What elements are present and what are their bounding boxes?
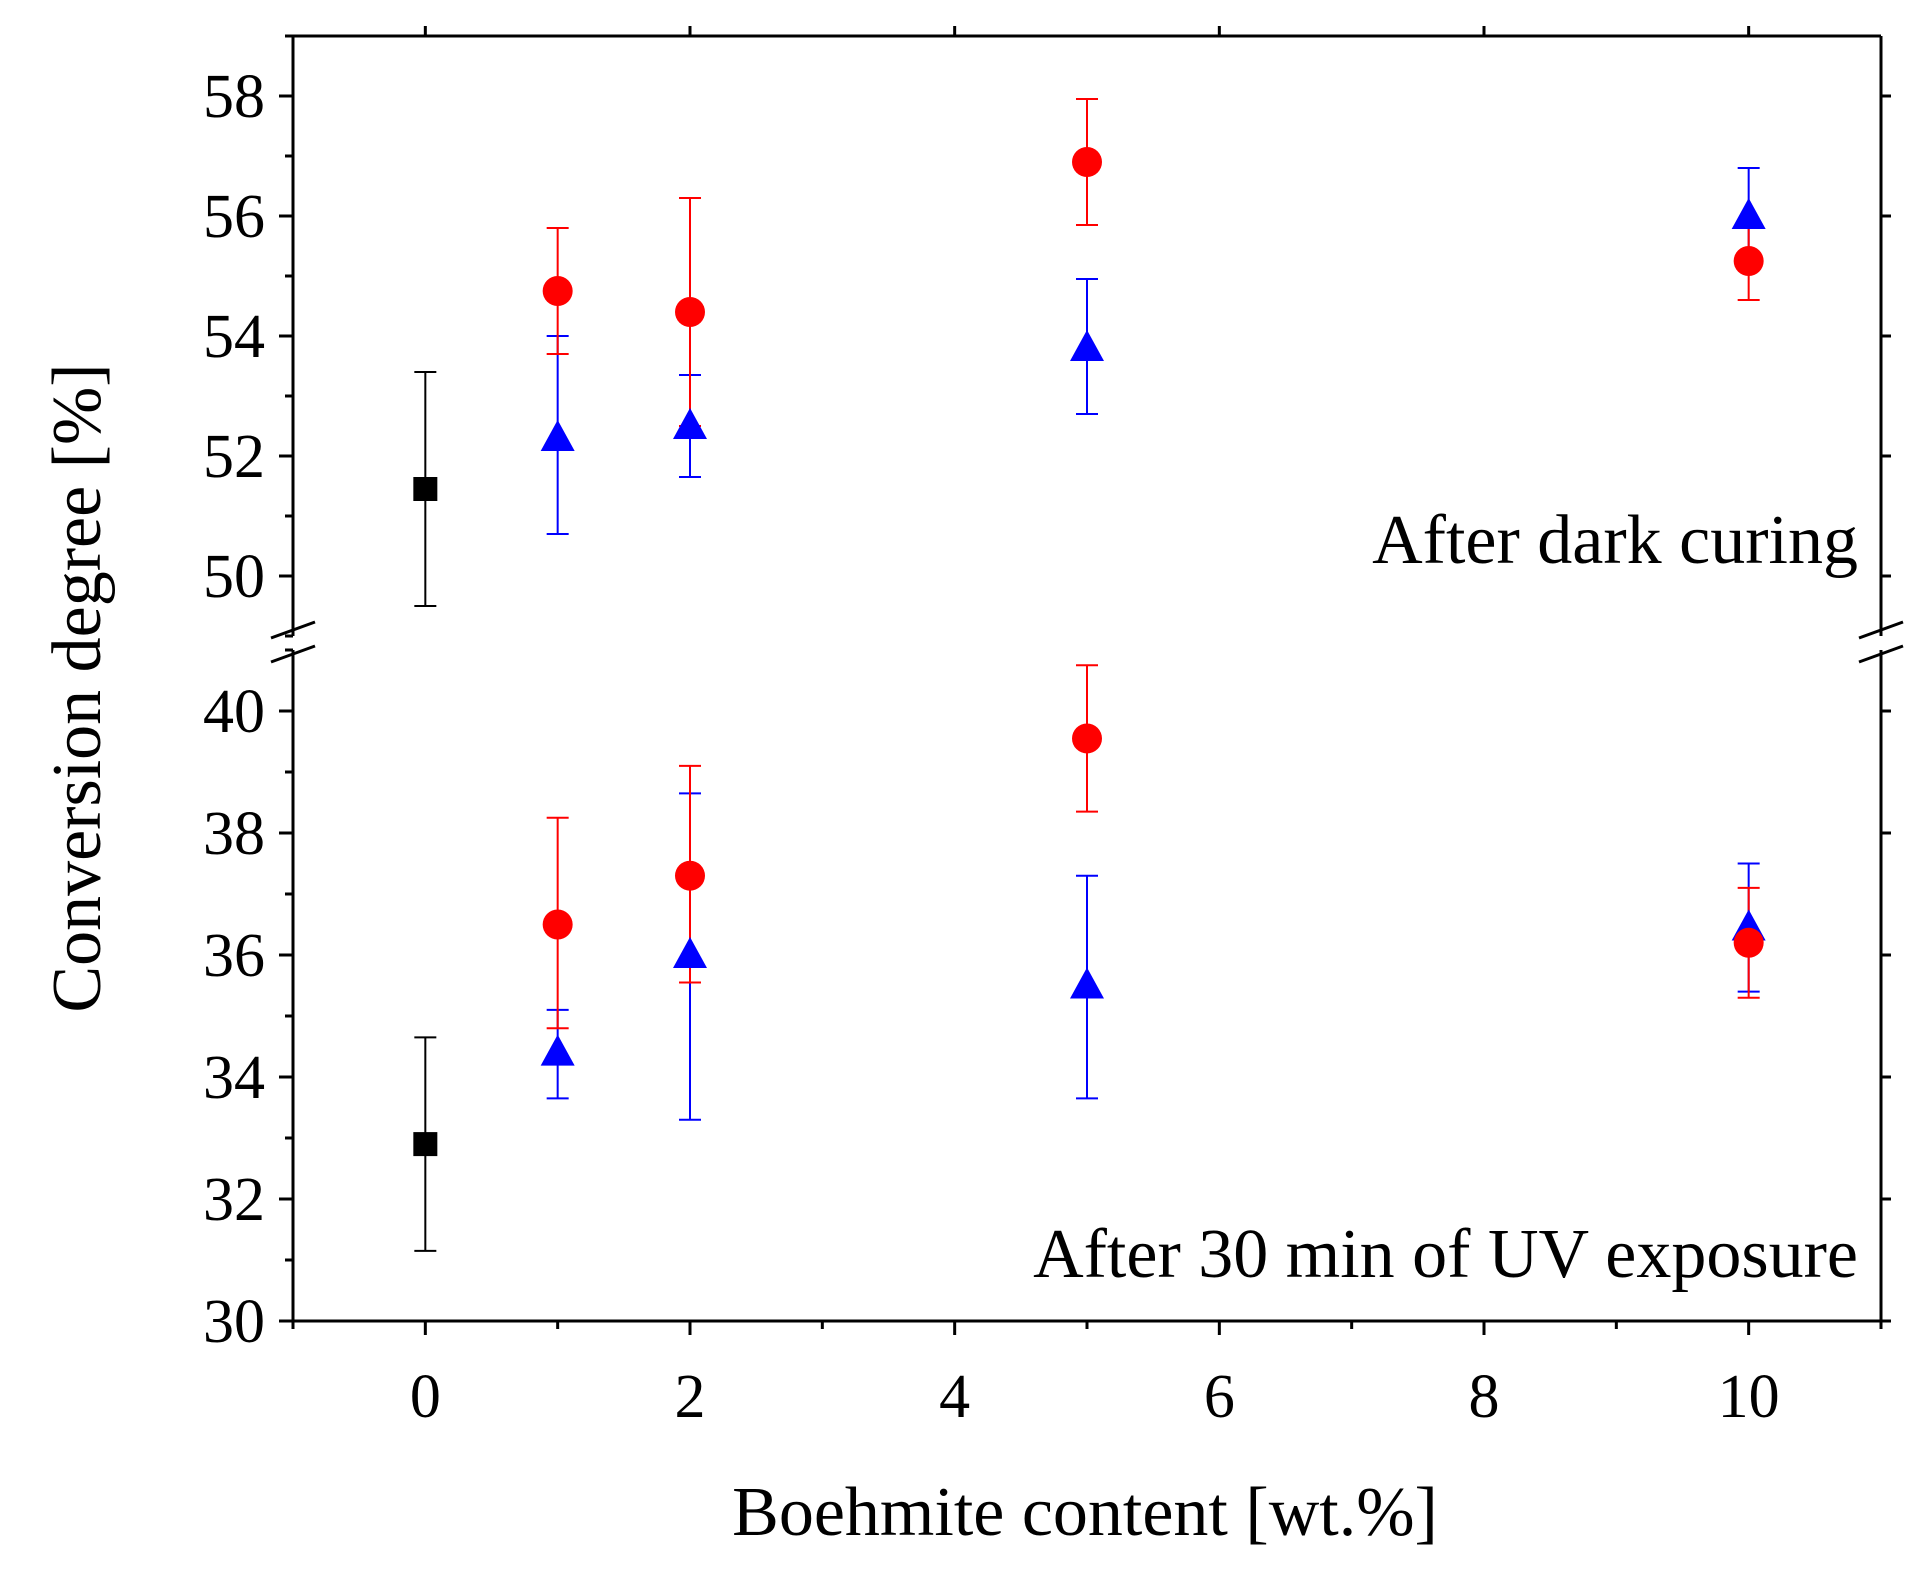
x-tick-label: 6 — [1204, 1363, 1235, 1431]
series-circle-point — [675, 860, 705, 891]
axis-break-left — [270, 644, 316, 664]
y-tick-label: 54 — [203, 303, 265, 371]
series-triangle-point — [1070, 330, 1104, 361]
x-tick-label: 0 — [410, 1363, 441, 1431]
panel-bottom: 30 32 34 36 38 40 After 30 min of UV exposure — [203, 648, 1891, 1356]
y-tick-label: 50 — [203, 543, 265, 611]
axis-break-right — [1858, 620, 1904, 640]
axis-break-right — [1858, 644, 1904, 664]
series-triangle-point — [540, 1034, 575, 1066]
x-axis: 0 2 4 6 8 10 — [291, 26, 1883, 1431]
series-triangle-point — [1731, 198, 1766, 229]
neat-point — [413, 477, 438, 501]
panel-annotation: After dark curing — [1372, 502, 1858, 579]
axis-break-left — [270, 620, 316, 640]
series-triangle-point — [1070, 967, 1104, 999]
series-circle-point — [1733, 927, 1764, 958]
y-tick-label: 32 — [203, 1166, 265, 1234]
y-tick-label: 40 — [203, 678, 265, 746]
y-tick-label: 58 — [203, 63, 265, 131]
x-tick-label: 2 — [675, 1363, 706, 1431]
y-tick-label: 34 — [203, 1044, 265, 1112]
y-tick-label: 52 — [203, 423, 265, 491]
panel-top: 50 52 54 56 58 After dark curing — [203, 34, 1891, 638]
panel-annotation: After 30 min of UV exposure — [1033, 1216, 1858, 1293]
x-tick-label: 4 — [939, 1363, 970, 1431]
y-tick-label: 38 — [203, 800, 265, 868]
neat-point — [413, 1132, 438, 1157]
series-circle-point — [1072, 147, 1102, 177]
series-triangle-point — [673, 408, 707, 439]
y-tick-label: 56 — [203, 183, 265, 251]
series-circle-point — [542, 276, 573, 306]
series-triangle-point — [540, 420, 575, 451]
x-tick-label: 8 — [1469, 1363, 1500, 1431]
y-tick-label: 36 — [203, 922, 265, 990]
series-circle-point — [675, 297, 705, 327]
y-axis-title: Conversion degree [%] — [39, 363, 116, 1012]
x-axis-title: Boehmite content [wt.%] — [732, 1474, 1438, 1551]
series-triangle-point — [673, 937, 707, 968]
series-circle-point — [1733, 246, 1764, 276]
series-circle-point — [1072, 723, 1102, 754]
series-circle-point — [542, 909, 573, 940]
y-tick-label: 30 — [203, 1288, 265, 1356]
x-tick-label: 10 — [1718, 1363, 1780, 1431]
